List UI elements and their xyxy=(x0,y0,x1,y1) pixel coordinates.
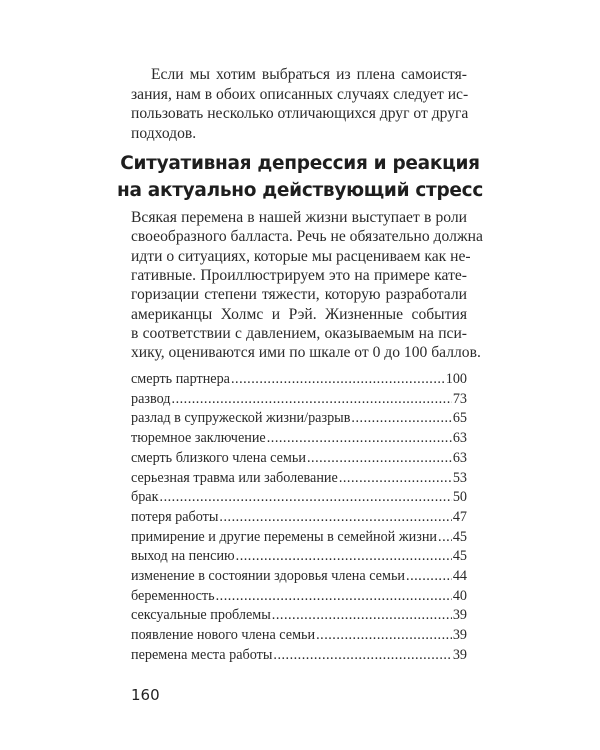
stress-scale-row: выход на пенсию 45 xyxy=(131,547,467,566)
stress-scale-row: потеря работы 47 xyxy=(131,508,467,527)
dot-leader xyxy=(172,390,452,409)
event-label: выход на пенсию xyxy=(131,548,235,565)
dot-leader xyxy=(351,409,451,428)
page-number: 160 xyxy=(131,686,160,704)
dot-leader xyxy=(236,547,452,566)
event-score: 65 xyxy=(452,410,467,427)
event-score: 40 xyxy=(452,587,467,604)
event-score: 100 xyxy=(445,371,467,387)
stress-scale-row: примирение и другие перемены в семейной … xyxy=(131,528,467,547)
event-score: 63 xyxy=(452,449,467,466)
event-score: 39 xyxy=(452,646,467,663)
event-score: 63 xyxy=(452,430,467,447)
dot-leader xyxy=(216,587,452,606)
event-label: смерть партнера xyxy=(131,371,230,387)
event-score: 53 xyxy=(452,469,467,486)
event-label: смерть близкого члена семьи xyxy=(131,449,306,466)
paragraph-line: пользовать несколько отличающихся друг о… xyxy=(131,105,469,122)
stress-scale-row: беременность 40 xyxy=(131,587,467,606)
event-label: беременность xyxy=(131,587,215,604)
event-label: тюремное заключение xyxy=(131,430,266,447)
stress-scale-row: перемена места работы 39 xyxy=(131,646,467,665)
event-score: 39 xyxy=(452,607,467,624)
event-score: 45 xyxy=(452,528,467,545)
section-heading-line: Ситуативная депрессия и реакция xyxy=(120,153,480,174)
stress-scale-row: смерть близкого члена семьи 63 xyxy=(131,449,467,468)
dot-leader xyxy=(267,429,452,448)
paragraph-line: подходов. xyxy=(131,124,197,142)
event-label: перемена места работы xyxy=(131,646,273,663)
stress-scale-row: серьезная травма или заболевание 53 xyxy=(131,469,467,488)
stress-scale-row: изменение в состоянии здоровья члена сем… xyxy=(131,567,467,586)
dot-leader xyxy=(231,370,445,389)
event-label: серьезная травма или заболевание xyxy=(131,469,338,486)
event-score: 73 xyxy=(452,390,467,407)
event-label: разлад в супружеской жизни/разрыв xyxy=(131,410,351,427)
section-heading-line: на актуально действующий стресс xyxy=(116,180,483,201)
event-score: 47 xyxy=(452,508,467,525)
paragraph-line: горизации степени тяжести, которую разра… xyxy=(131,286,467,304)
event-score: 44 xyxy=(452,568,467,584)
paragraph-line: Всякая перемена в нашей жизни выступает … xyxy=(131,209,467,226)
event-label: сексуальные проблемы xyxy=(131,607,271,624)
paragraph-line: Если мы хотим выбраться из плена самоист… xyxy=(151,66,467,83)
dot-leader xyxy=(307,449,452,468)
paragraph-line: в соответствии с давлением, оказываемым … xyxy=(131,324,467,342)
dot-leader xyxy=(160,488,452,507)
event-label: брак xyxy=(131,489,159,506)
stress-scale-row: смерть партнера 100 xyxy=(131,370,467,389)
event-label: изменение в состоянии здоровья члена сем… xyxy=(131,568,406,584)
dot-leader xyxy=(339,469,452,488)
event-label: появление нового члена семьи xyxy=(131,627,316,644)
event-score: 39 xyxy=(452,627,467,644)
dot-leader xyxy=(272,606,452,625)
dot-leader xyxy=(406,567,452,586)
stress-scale-row: брак 50 xyxy=(131,488,467,507)
dot-leader xyxy=(316,626,452,645)
paragraph-line: гативные. Проиллюстрируем это на примере… xyxy=(131,266,467,284)
paragraph-line: своеобразного балласта. Речь не обязател… xyxy=(131,228,483,246)
event-score: 45 xyxy=(452,548,467,565)
dot-leader xyxy=(219,508,451,527)
stress-scale-row: сексуальные проблемы 39 xyxy=(131,606,467,625)
paragraph-line: хику, оцениваются ими по шкале от 0 до 1… xyxy=(131,344,481,362)
event-label: потеря работы xyxy=(131,508,219,525)
stress-scale-row: тюремное заключение 63 xyxy=(131,429,467,448)
paragraph-line: зания, нам в обоих описанных случаях сле… xyxy=(131,85,469,103)
stress-scale-row: появление нового члена семьи 39 xyxy=(131,626,467,645)
event-score: 50 xyxy=(452,489,467,506)
stress-scale-row: разлад в супружеской жизни/разрыв 65 xyxy=(131,409,467,428)
dot-leader xyxy=(273,646,451,665)
dot-leader xyxy=(438,528,452,547)
paragraph-line: американцы Холмс и Рэй. Жизненные событи… xyxy=(131,305,467,323)
event-label: развод xyxy=(131,390,171,407)
paragraph-line: идти о ситуациях, которые мы расцениваем… xyxy=(131,247,471,265)
event-label: примирение и другие перемены в семейной … xyxy=(131,528,438,545)
stress-scale-row: развод 73 xyxy=(131,390,467,409)
